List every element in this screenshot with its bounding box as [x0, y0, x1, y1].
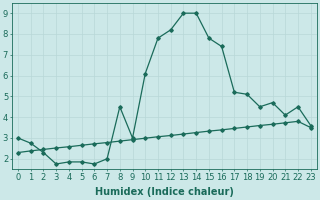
X-axis label: Humidex (Indice chaleur): Humidex (Indice chaleur) [95, 187, 234, 197]
